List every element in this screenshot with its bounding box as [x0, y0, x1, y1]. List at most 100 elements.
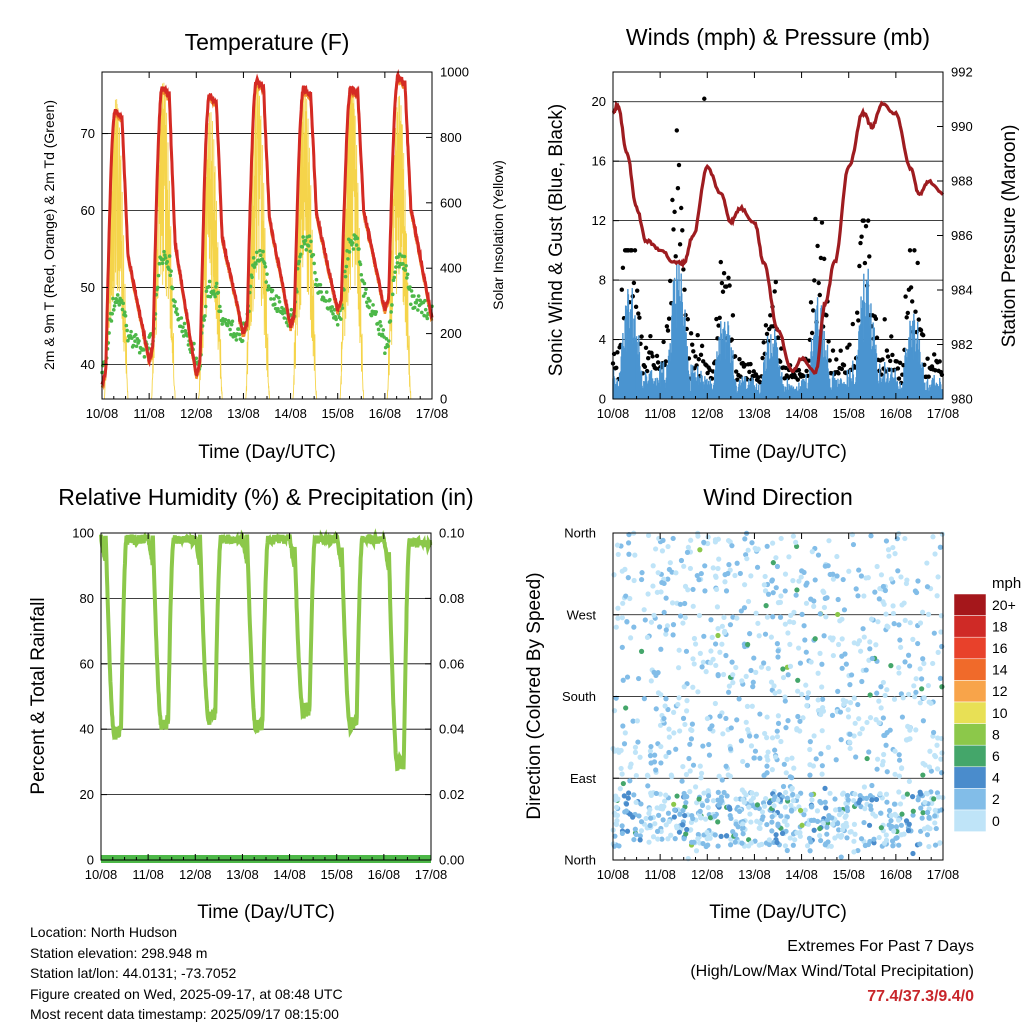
direction-point — [910, 636, 916, 642]
direction-point — [745, 641, 751, 648]
gust-point — [761, 340, 766, 345]
direction-xtick-label: 15/08 — [832, 867, 865, 882]
station-latlon: Station lat/lon: 44.0131; -73.7052 — [30, 965, 237, 981]
dewpoint-point — [181, 334, 186, 338]
direction-point — [866, 749, 872, 755]
direction-point — [936, 794, 942, 800]
direction-point — [697, 763, 703, 769]
direction-point — [769, 735, 776, 741]
direction-point — [650, 583, 656, 589]
direction-point — [799, 611, 805, 617]
dewpoint-point — [284, 320, 289, 325]
dewpoint-point — [334, 317, 338, 322]
gust-point — [819, 220, 825, 225]
direction-point — [817, 650, 823, 656]
direction-point — [924, 832, 931, 838]
direction-point — [864, 719, 870, 726]
direction-point — [843, 661, 849, 667]
direction-point — [764, 614, 771, 620]
direction-point — [918, 828, 924, 834]
direction-point — [862, 806, 868, 812]
direction-point — [756, 842, 762, 848]
dewpoint-point — [168, 273, 173, 278]
direction-point — [773, 832, 779, 838]
pressure-ytick-label-right: 984 — [951, 283, 973, 298]
direction-point — [619, 830, 625, 836]
direction-ytick-label: North — [564, 526, 596, 541]
direction-title: Wind Direction — [703, 484, 853, 510]
gust-point — [760, 355, 765, 361]
direction-point — [829, 815, 835, 821]
direction-point — [838, 854, 844, 860]
direction-point — [892, 551, 898, 557]
direction-point — [666, 734, 672, 740]
direction-point — [708, 660, 714, 666]
gust-point — [897, 360, 903, 365]
direction-point — [632, 744, 639, 750]
pressure-ytick-label-right: 988 — [951, 174, 973, 189]
direction-point — [815, 552, 822, 558]
gust-point — [880, 357, 885, 362]
direction-point — [835, 611, 841, 618]
dewpoint-point — [266, 284, 271, 288]
gust-point — [614, 365, 619, 370]
direction-point — [663, 595, 669, 601]
direction-point — [905, 723, 911, 730]
dewpoint-point — [276, 306, 280, 311]
rh-xtick-label: 11/08 — [132, 867, 164, 882]
direction-point — [769, 819, 775, 825]
wind-xtick-label: 16/08 — [880, 406, 913, 421]
direction-point — [656, 812, 662, 818]
direction-point — [635, 739, 641, 745]
direction-point — [655, 670, 661, 676]
wind-ytick-label: 16 — [592, 154, 606, 169]
direction-point — [859, 726, 865, 732]
dewpoint-point — [397, 264, 401, 269]
direction-point — [871, 836, 877, 842]
direction-point — [819, 661, 825, 667]
direction-point — [624, 828, 631, 834]
speed-colorbar: mph 20+ 18 16 14 12 10 8 6 4 2 0 — [953, 575, 1021, 832]
direction-point — [904, 791, 910, 797]
gust-point — [714, 316, 719, 322]
precip-ytick-label-right: 0.04 — [439, 722, 464, 737]
colorbar-swatch — [953, 788, 987, 811]
direction-point — [844, 835, 850, 841]
gust-point — [809, 330, 815, 336]
direction-point — [891, 828, 897, 834]
direction-point — [746, 804, 752, 810]
direction-point — [883, 611, 889, 617]
direction-point — [868, 806, 874, 812]
direction-point — [841, 607, 848, 613]
direction-point — [765, 591, 772, 597]
direction-point — [917, 841, 923, 847]
direction-point — [931, 630, 937, 636]
direction-point — [766, 841, 772, 848]
direction-point — [614, 817, 620, 824]
direction-point — [798, 574, 804, 580]
direction-point — [809, 549, 815, 555]
direction-point — [913, 689, 919, 695]
gust-point — [764, 331, 770, 337]
direction-point — [807, 739, 813, 745]
direction-point — [685, 587, 691, 593]
direction-ytick-label: East — [570, 771, 596, 786]
direction-point — [746, 843, 752, 849]
direction-point — [896, 664, 902, 671]
direction-point — [764, 754, 770, 760]
direction-point — [612, 797, 619, 803]
direction-point — [768, 634, 774, 640]
direction-point — [792, 837, 798, 843]
direction-point — [696, 577, 702, 583]
direction-point — [682, 600, 688, 607]
direction-point — [701, 633, 707, 639]
dewpoint-point — [425, 316, 430, 321]
direction-point — [676, 695, 682, 701]
temp-xtick-label: 15/08 — [321, 406, 354, 421]
dewpoint-point — [355, 236, 360, 241]
direction-point — [793, 539, 799, 545]
direction-point — [665, 543, 671, 550]
direction-point — [690, 586, 696, 593]
direction-point — [682, 615, 688, 621]
direction-point — [751, 755, 757, 761]
